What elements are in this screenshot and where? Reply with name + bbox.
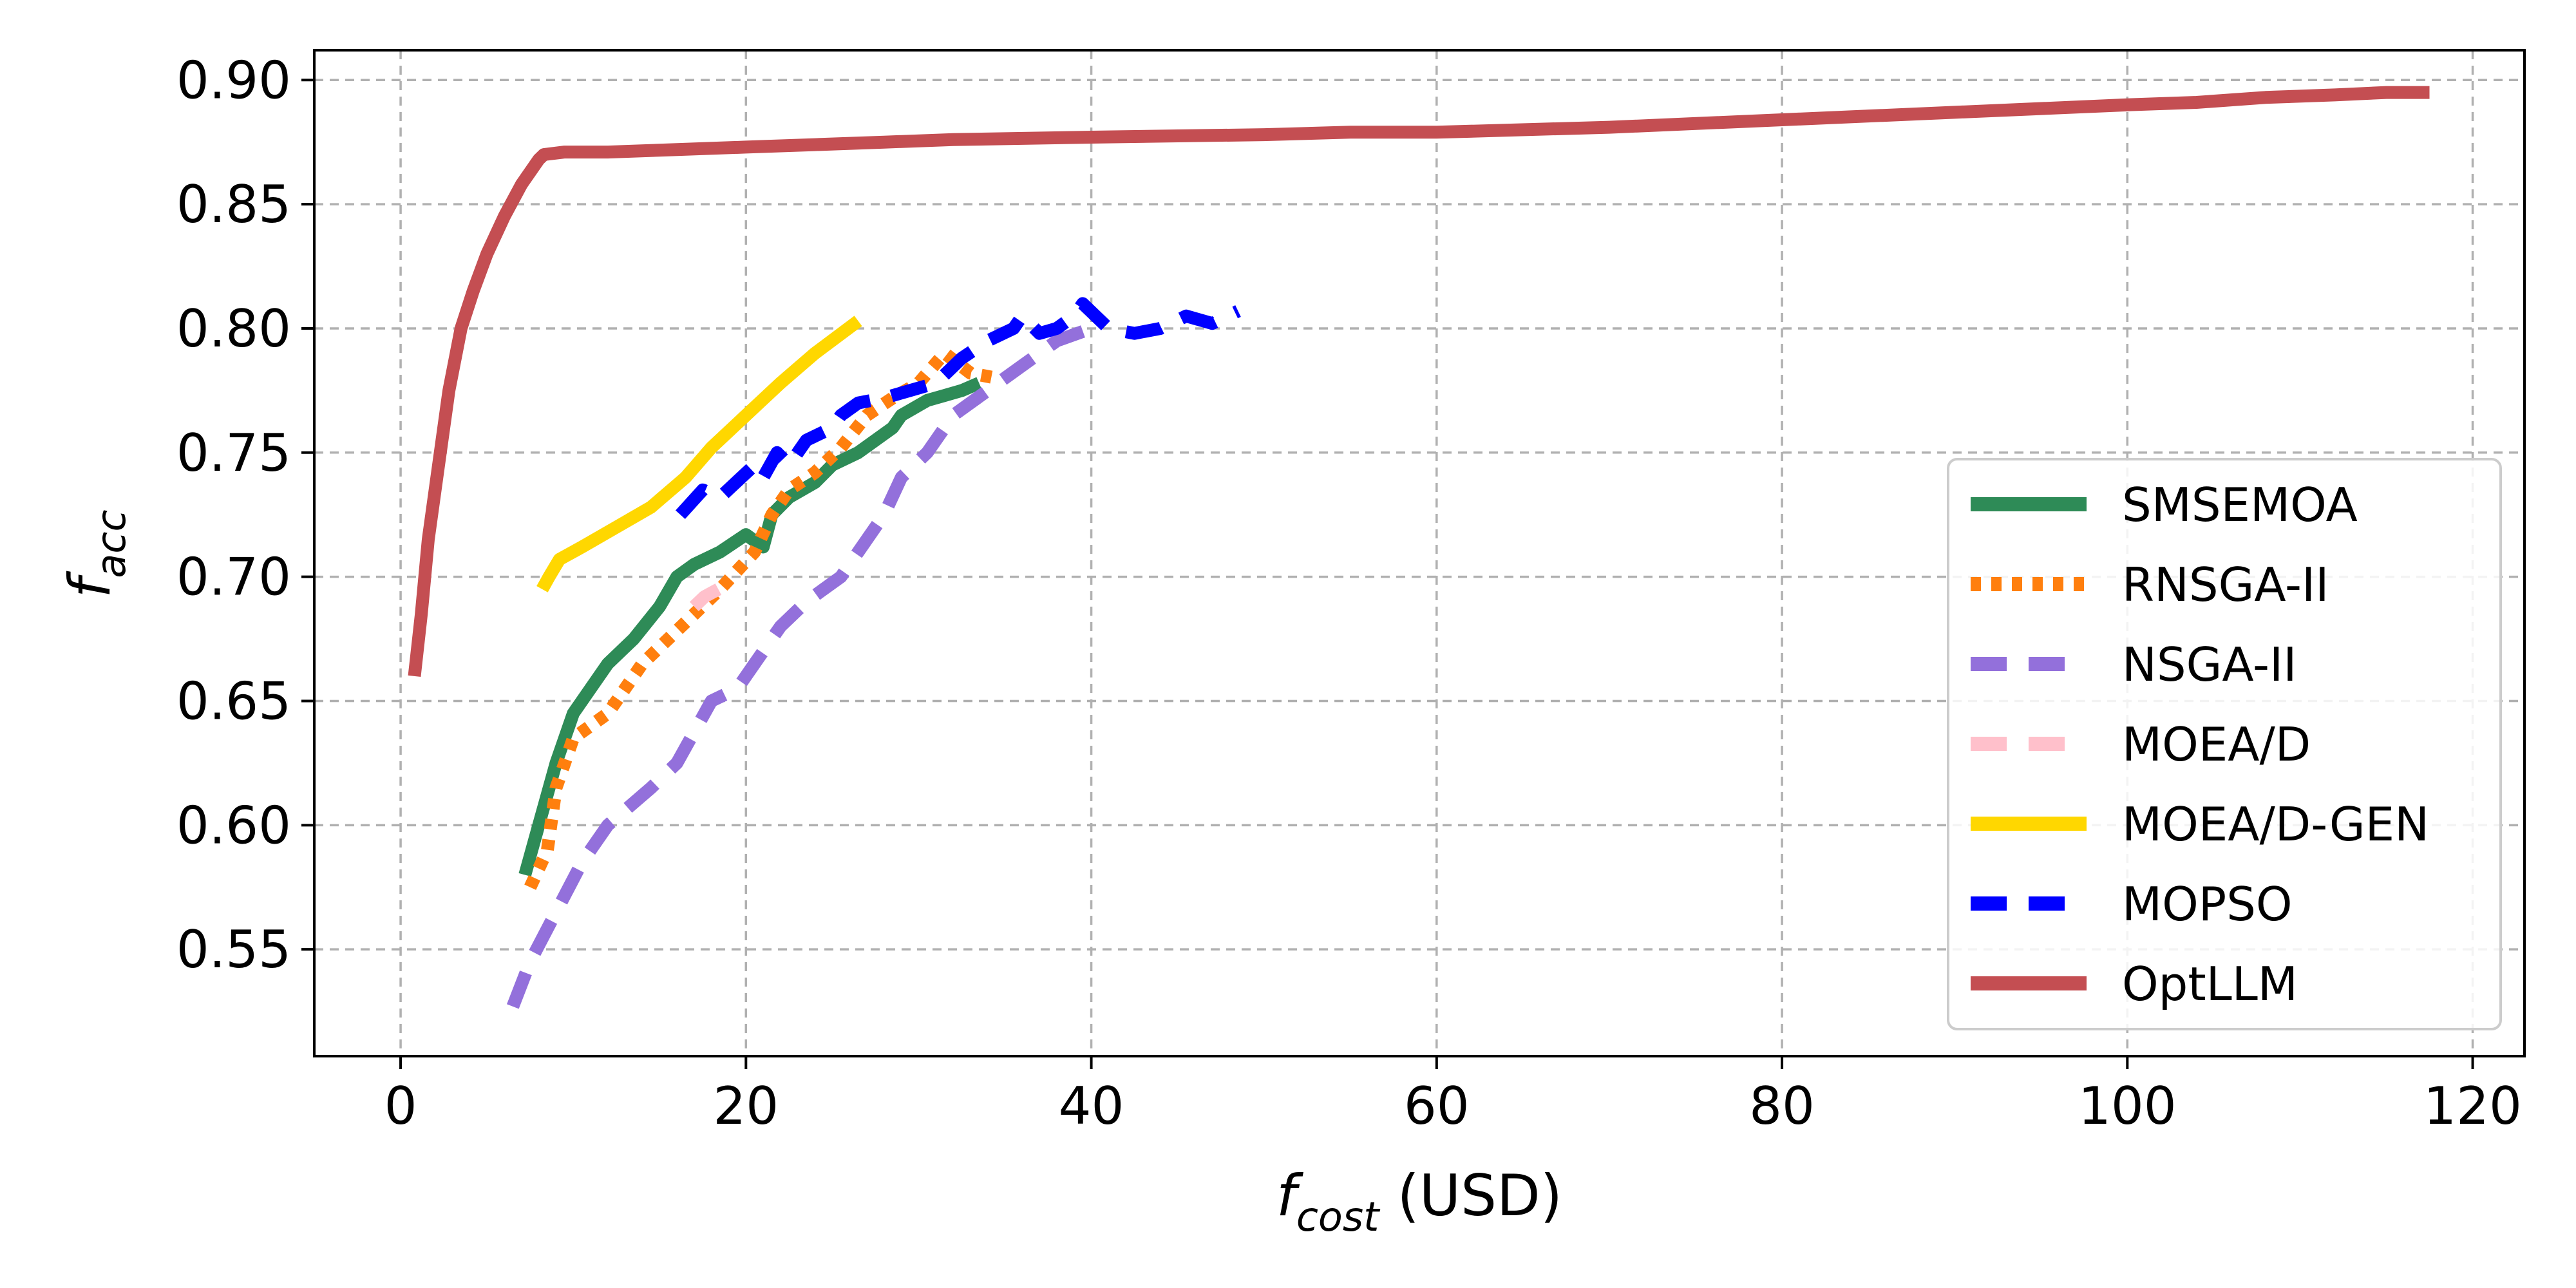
legend-label-nsga-ii: NSGA-II — [2122, 638, 2297, 692]
series-line-mopso — [675, 297, 1241, 519]
y-tick-label: 0.80 — [176, 299, 291, 359]
legend-label-rnsga-ii: RNSGA-II — [2122, 558, 2329, 612]
x-tick-label: 100 — [2078, 1076, 2177, 1136]
x-tick-label: 20 — [713, 1076, 779, 1136]
series-line-moea-d-gen — [536, 316, 862, 592]
x-axis-label: fcost (USD) — [1276, 1162, 1562, 1240]
y-axis-label: facc — [57, 509, 135, 598]
y-tick-label: 0.65 — [176, 671, 291, 731]
y-tick-label: 0.85 — [176, 175, 291, 234]
plot-frame — [313, 49, 2526, 1057]
y-tick-label: 0.55 — [176, 920, 291, 980]
legend-label-optllm: OptLLM — [2122, 957, 2298, 1011]
series-line-rnsga-ii — [524, 346, 998, 890]
x-tick-label: 40 — [1059, 1076, 1124, 1136]
series-line-nsga-ii — [506, 322, 1094, 1009]
ticks: 0 20 40 60 80 100 120 0.55 0.60 0.65 0.70 0.75 0.80 0… — [176, 50, 2522, 1136]
y-tick-label: 0.90 — [176, 50, 291, 110]
legend-label-smsemoa: SMSEMOA — [2122, 478, 2358, 532]
series-line-smsemoa — [518, 377, 982, 877]
series-group — [408, 86, 2430, 1009]
y-tick-label: 0.75 — [176, 423, 291, 483]
legend: SMSEMOA RNSGA-II NSGA-II MOEA/D MOEA/D-GEN MO… — [1947, 458, 2502, 1030]
x-tick-label: 120 — [2423, 1076, 2522, 1136]
legend-frame — [1947, 458, 2502, 1030]
x-tick-label: 60 — [1404, 1076, 1470, 1136]
y-tick-label: 0.60 — [176, 795, 291, 855]
legend-label-moea-d-gen: MOEA/D-GEN — [2122, 797, 2429, 851]
x-tick-label: 0 — [384, 1076, 417, 1136]
x-tick-label: 80 — [1749, 1076, 1815, 1136]
series-line-moea-d — [689, 583, 722, 612]
legend-label-moea-d: MOEA/D — [2122, 717, 2311, 772]
y-tick-label: 0.70 — [176, 547, 291, 607]
legend-label-mopso: MOPSO — [2122, 877, 2293, 931]
series-line-optllm — [408, 86, 2430, 677]
